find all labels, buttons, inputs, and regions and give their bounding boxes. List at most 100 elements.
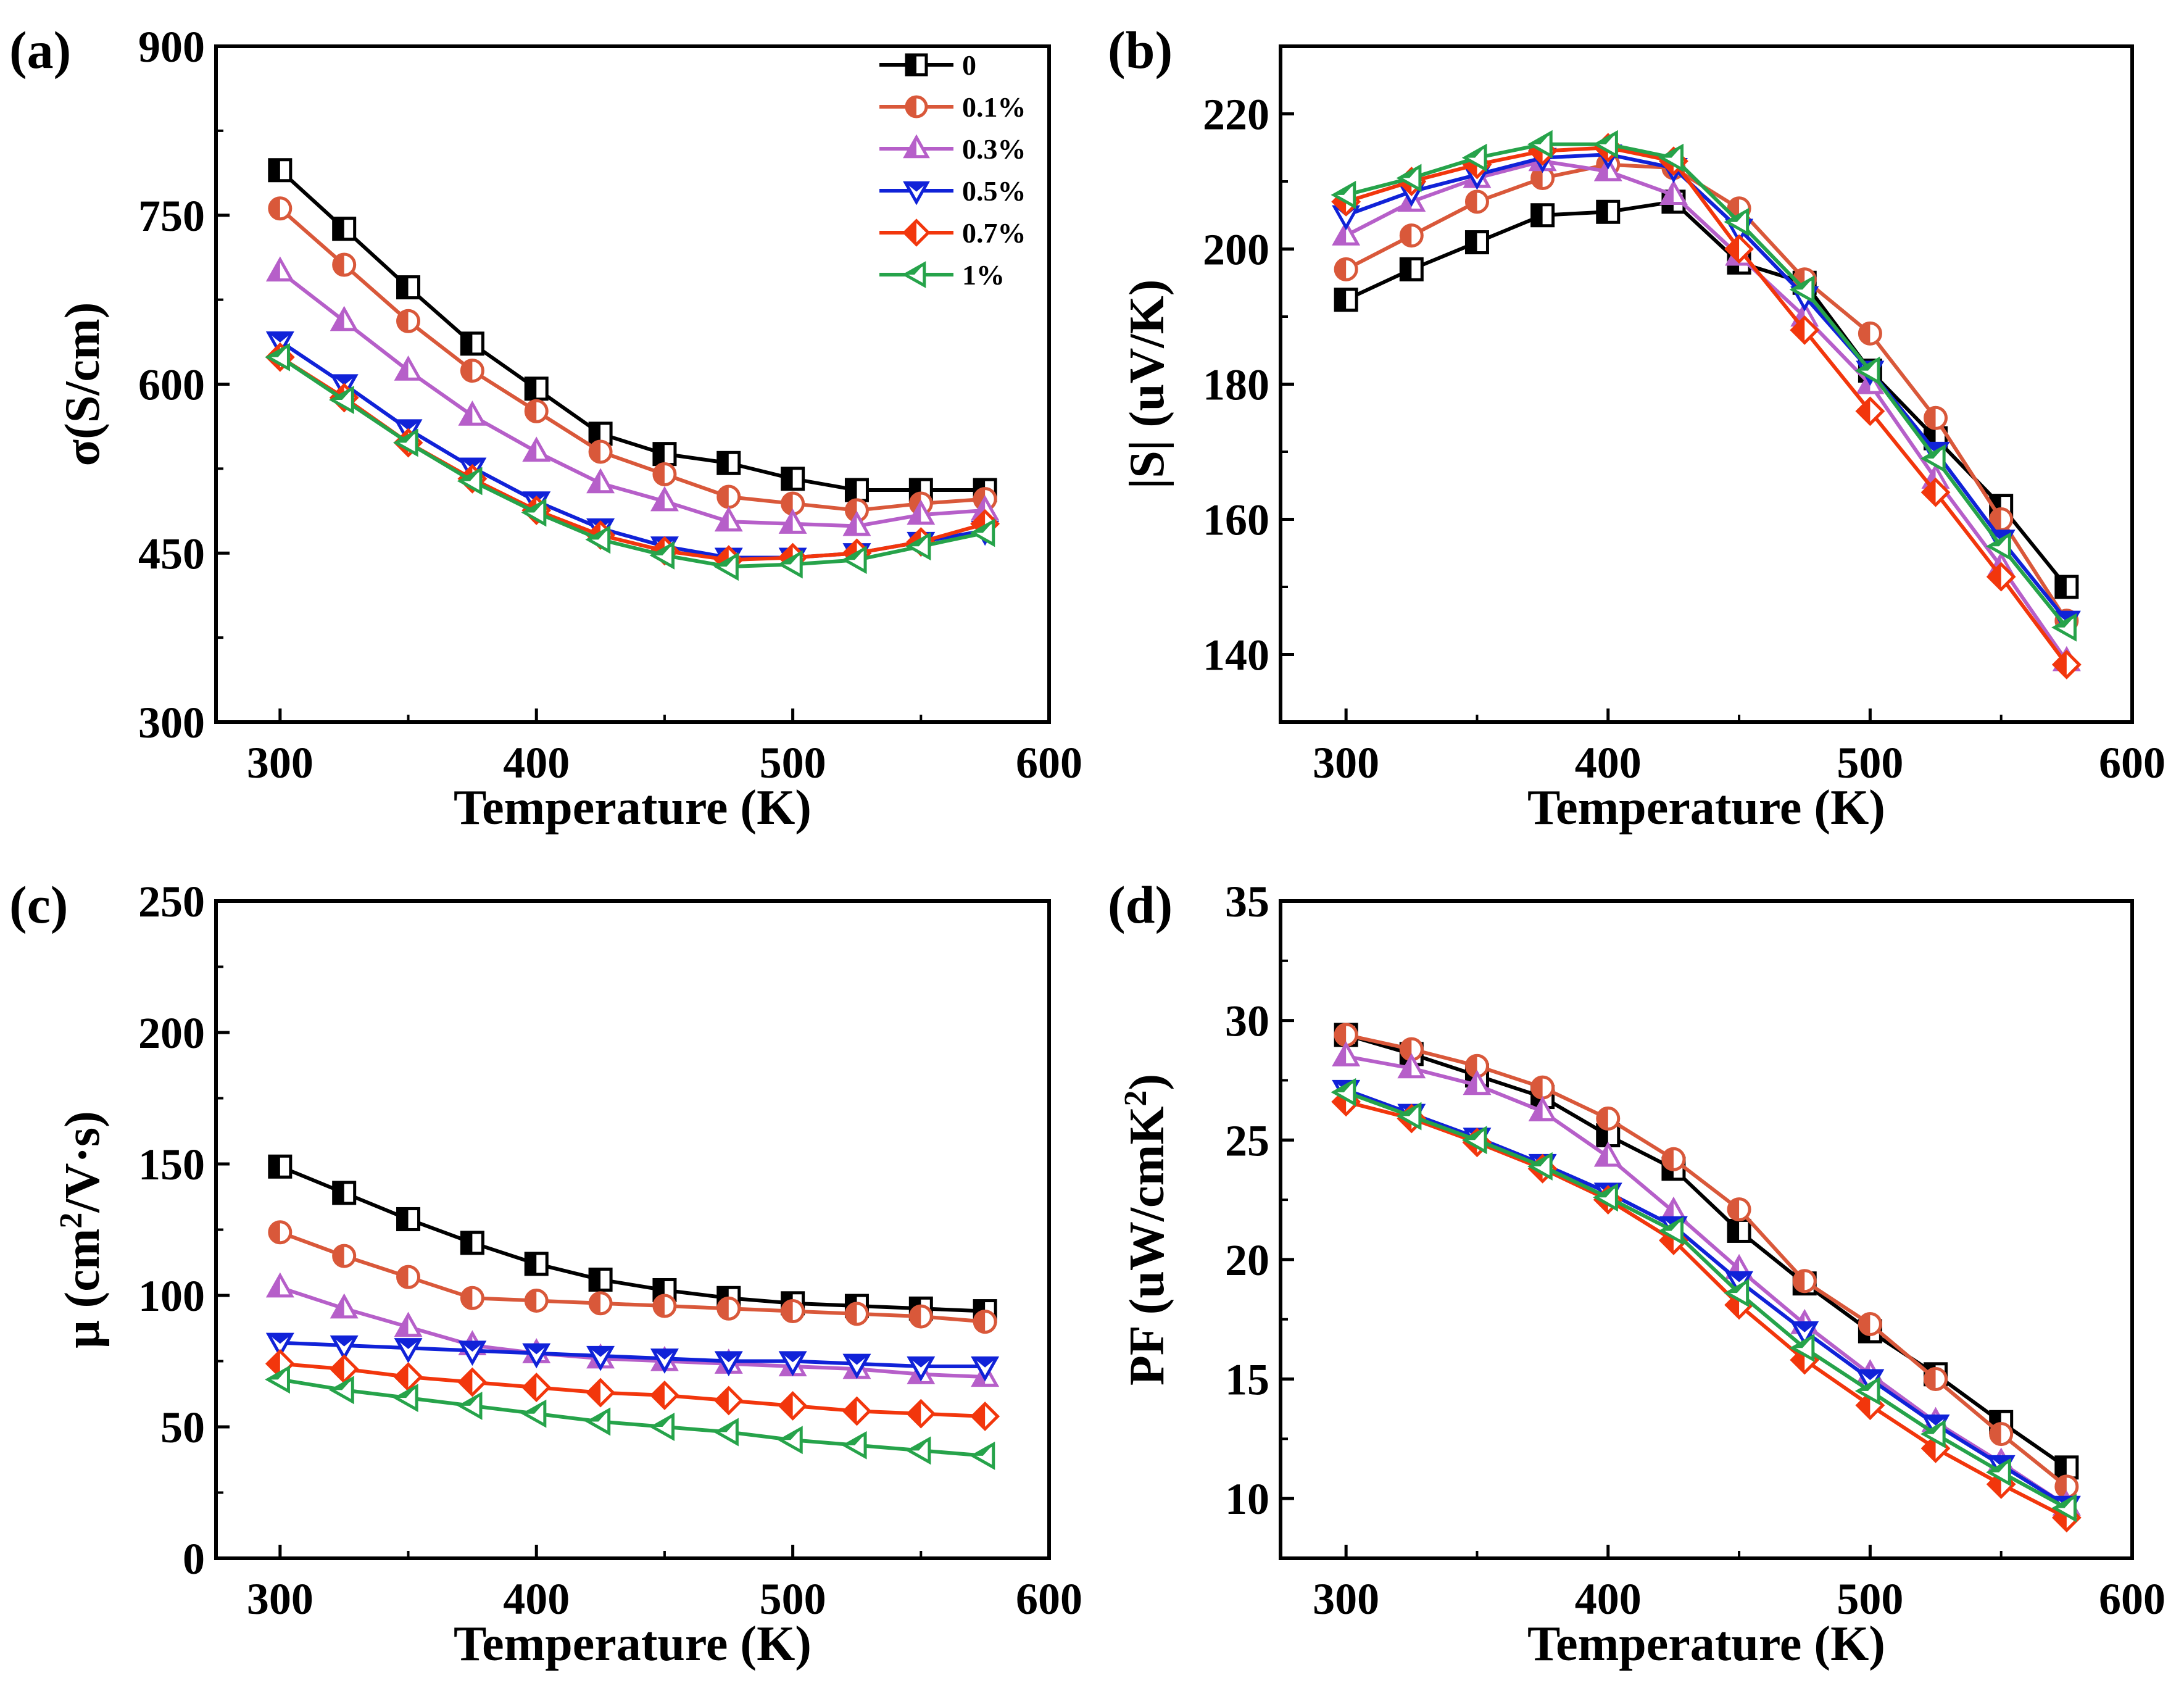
panel-d-xlabel: Temperature (K) xyxy=(1527,1617,1885,1671)
panel-d-point-1pct xyxy=(1986,1458,2011,1487)
panel-b-point-1pct xyxy=(1789,275,1815,304)
panel-d-point-0_1pct xyxy=(1727,1197,1751,1222)
panel-c-point-0_5pct xyxy=(586,1345,615,1371)
panel-b-point-0_7pct xyxy=(1920,477,1951,507)
legend-marker-1pct xyxy=(902,261,926,288)
panel-b-ytick-label: 180 xyxy=(1203,360,1269,410)
panel-c-point-0_5pct xyxy=(330,1335,359,1361)
legend-label-0_3pct: 0.3% xyxy=(962,133,1026,165)
panel-a-ytick-label: 600 xyxy=(138,360,205,410)
panel-c-point-0_1pct xyxy=(716,1296,741,1321)
panel-a-point-0 xyxy=(652,442,677,467)
panel-c-point-1pct xyxy=(265,1365,290,1394)
panel-c-point-0_3pct xyxy=(394,1311,423,1337)
panel-c-point-0_7pct xyxy=(842,1396,872,1426)
panel-c-xtick-label: 600 xyxy=(1016,1574,1082,1624)
panel-b-line-0_3pct xyxy=(1345,159,2069,663)
panel-d-point-0 xyxy=(1727,1218,1751,1243)
panel-a-point-0_3pct xyxy=(778,509,807,534)
panel-c-ytick-label: 200 xyxy=(138,1008,205,1058)
panel-d-line-0_7pct xyxy=(1345,1100,2068,1519)
legend-marker-0 xyxy=(905,53,928,77)
panel-d-point-0_1pct xyxy=(1596,1106,1621,1131)
panel-b-ylabel: |S| (uV/K) xyxy=(1120,280,1174,489)
panel-c-point-0_5pct xyxy=(714,1351,743,1377)
panel-a-point-0_3pct xyxy=(586,468,615,494)
panel-a-ytick-label: 300 xyxy=(138,698,205,747)
panel-d-point-0_1pct xyxy=(1858,1311,1882,1336)
panel-c-point-0 xyxy=(396,1207,421,1231)
panel-a-point-1pct xyxy=(329,386,354,415)
panel-c-series-0_5pct xyxy=(265,1332,1000,1382)
panel-b-label: (b) xyxy=(1108,20,1173,80)
panel-c-point-1pct xyxy=(905,1436,931,1465)
panel-b-xtick-label: 300 xyxy=(1313,738,1379,787)
panel-b-point-0_1pct xyxy=(1399,223,1424,248)
panel-c-point-0_1pct xyxy=(844,1302,869,1326)
panel-a-point-0_3pct xyxy=(265,256,294,282)
panel-d-point-0_1pct xyxy=(1792,1269,1817,1294)
panel-c-point-0_5pct xyxy=(971,1356,1000,1382)
panel-b-point-0_7pct xyxy=(1790,315,1820,345)
panel-d-ylabel: PF (uW/cmK2) xyxy=(1118,1074,1174,1386)
panel-d-xtick-label: 300 xyxy=(1313,1574,1379,1624)
panel-d-point-1pct xyxy=(1331,1078,1356,1107)
panel-c-point-0_7pct xyxy=(521,1373,552,1403)
panel-b-point-1pct xyxy=(1593,130,1618,159)
panel-a-point-0_1pct xyxy=(524,399,549,423)
panel-a-point-1pct xyxy=(585,525,611,554)
panel-d-ytick-label: 35 xyxy=(1225,877,1269,926)
panel-c-point-0 xyxy=(524,1252,549,1276)
panel-c-point-0_1pct xyxy=(332,1244,357,1268)
legend: 0 0.1% 0.3% 0.5% 0.7% 1% xyxy=(879,49,1026,291)
panel-b-point-0_1pct xyxy=(1858,321,1882,346)
panel-d-series-0_1pct xyxy=(1334,1023,2079,1499)
panel-a-ytick-label: 750 xyxy=(138,191,205,241)
panel-d-line-1pct xyxy=(1345,1090,2068,1510)
panel-b-ytick-label: 160 xyxy=(1203,496,1269,545)
panel-a-xtick-label: 500 xyxy=(760,738,826,787)
panel-d-series-1pct xyxy=(1331,1078,2077,1523)
panel-d-ytick-label: 20 xyxy=(1225,1236,1269,1285)
panel-d-point-0_1pct xyxy=(1530,1075,1555,1100)
panel-b-xtick-label: 500 xyxy=(1837,738,1903,787)
panel-c-point-0 xyxy=(268,1154,293,1179)
panel-c-series-0_3pct xyxy=(265,1272,1000,1387)
panel-c-series-0 xyxy=(268,1154,997,1324)
panel-c-ytick-label: 50 xyxy=(160,1403,205,1452)
panel-b-point-0_7pct xyxy=(2051,649,2082,679)
panel-a-point-1pct xyxy=(265,343,290,372)
legend-marker-0_5pct xyxy=(903,181,930,206)
panel-b-point-0_7pct xyxy=(1855,396,1885,426)
panel-c-label: (c) xyxy=(9,875,68,934)
panel-a-ytick-label: 450 xyxy=(138,529,205,578)
panel-d-point-1pct xyxy=(1396,1102,1422,1131)
panel-c-point-1pct xyxy=(521,1399,547,1428)
panel-a-point-0_3pct xyxy=(650,486,679,512)
panel-b-point-1pct xyxy=(1920,444,1946,473)
panel-d-point-1pct xyxy=(1593,1183,1618,1212)
panel-b-point-0_7pct xyxy=(1986,562,2016,592)
panel-c-ytick-label: 150 xyxy=(138,1140,205,1189)
panel-a-point-0 xyxy=(396,275,421,300)
panel-b-ytick-label: 200 xyxy=(1203,225,1269,275)
panel-d-point-1pct xyxy=(1920,1419,1946,1448)
panel-a-point-0_3pct xyxy=(714,506,743,532)
panel-b-series-0 xyxy=(1334,189,2079,599)
legend-marker-0_7pct xyxy=(902,218,931,247)
panel-a-xtick-label: 600 xyxy=(1016,738,1082,787)
panel-d-point-0_1pct xyxy=(1661,1147,1686,1171)
panel-d-point-0_3pct xyxy=(1397,1053,1426,1079)
panel-a-ylabel: σ(S/cm) xyxy=(56,302,110,467)
panel-c-point-0_7pct xyxy=(649,1380,679,1410)
panel-c-point-1pct xyxy=(777,1426,803,1455)
legend-marker-0_1pct xyxy=(905,95,928,118)
panel-d-point-0_3pct xyxy=(1593,1141,1622,1167)
panel-b-point-1pct xyxy=(2051,613,2077,642)
legend-label-0_5pct: 0.5% xyxy=(962,175,1026,207)
panel-d: 300 400 500 600 10 15 20 25 30 35 Temperature (K) P… xyxy=(1108,875,2165,1671)
panel-c-xlabel: Temperature (K) xyxy=(454,1617,812,1671)
panel-d-point-1pct xyxy=(1658,1216,1684,1245)
panel-c-line-0 xyxy=(279,1165,986,1313)
panel-a-point-1pct xyxy=(713,552,739,581)
